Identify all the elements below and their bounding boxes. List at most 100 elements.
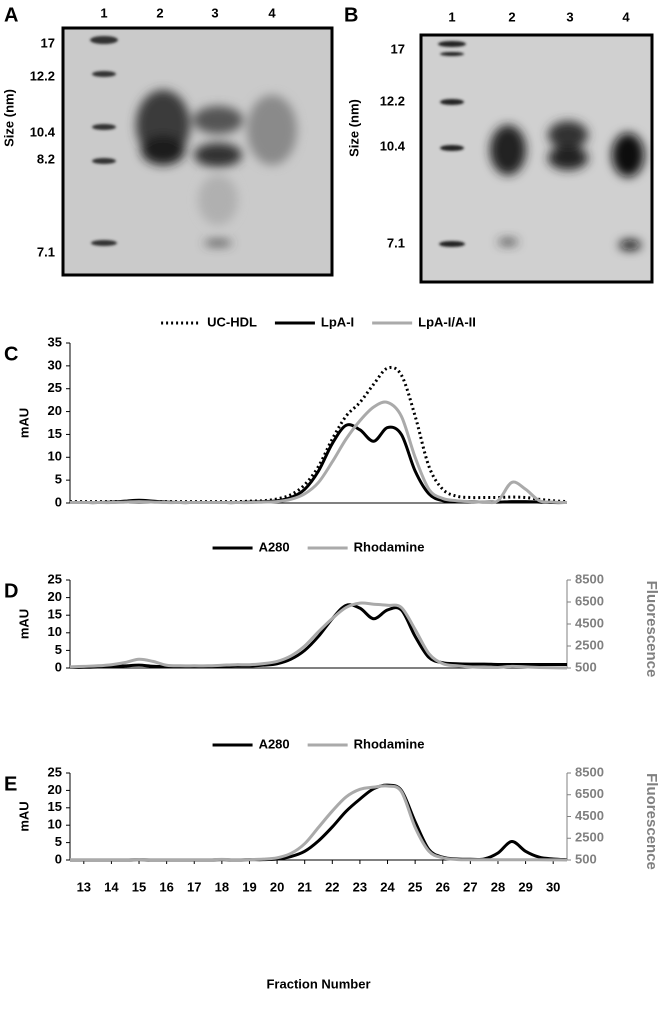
legend-label: A280 xyxy=(259,539,290,554)
x-tick-label: 29 xyxy=(518,879,532,894)
y-tick-label: 5 xyxy=(55,834,62,849)
y-tick-label: 5 xyxy=(55,642,62,657)
legend-label: Rhodamine xyxy=(354,736,425,751)
gel-a: A 1 2 3 4 17 12.2 10.4 8.2 7.1 Size (nm) xyxy=(1,4,334,277)
lane-label: 1 xyxy=(100,5,107,20)
x-tick-label: 24 xyxy=(380,879,395,894)
series-line xyxy=(70,783,568,862)
x-tick-label: 26 xyxy=(436,879,450,894)
series-line xyxy=(69,601,568,670)
x-tick-label: 23 xyxy=(353,879,367,894)
lane-label: 1 xyxy=(448,9,455,24)
x-tick-label: 28 xyxy=(491,879,505,894)
series-line xyxy=(69,603,567,669)
y-tick-label: 0 xyxy=(55,494,62,509)
axis-label: Size (nm) xyxy=(346,99,361,157)
x-tick-label: 15 xyxy=(132,879,146,894)
legend-label: LpA-I xyxy=(321,314,354,329)
legend-label: A280 xyxy=(259,736,290,751)
y-tick-label: 25 xyxy=(48,764,62,779)
x-tick-label: 30 xyxy=(546,879,560,894)
y-tick-label: 20 xyxy=(48,782,62,797)
lane-label: 4 xyxy=(622,9,630,24)
size-label: 7.1 xyxy=(37,244,55,259)
x-tick-label: 18 xyxy=(215,879,229,894)
y-tick-label: 25 xyxy=(48,571,62,586)
lane-label: 2 xyxy=(156,5,163,20)
legend-label: UC-HDL xyxy=(207,314,257,329)
y-tick-label: 15 xyxy=(48,607,62,622)
y2-tick-label: 4500 xyxy=(575,808,604,823)
size-label: 8.2 xyxy=(37,151,55,166)
series-line xyxy=(70,423,568,505)
y-tick-label: 30 xyxy=(48,357,62,372)
y-tick-label: 10 xyxy=(48,624,62,639)
y-tick-label: 20 xyxy=(48,403,62,418)
x-tick-label: 25 xyxy=(408,879,422,894)
x-tick-label: 14 xyxy=(104,879,119,894)
series-line xyxy=(70,400,568,505)
y-tick-label: 15 xyxy=(48,799,62,814)
y-tick-label: 0 xyxy=(55,659,62,674)
y-axis-label: mAU xyxy=(16,801,31,831)
y2-tick-label: 500 xyxy=(575,659,597,674)
size-label: 12.2 xyxy=(380,93,405,108)
gel-b: B 1 2 3 4 17 12.2 10.4 7.1 Size (nm) xyxy=(344,4,654,284)
panel-letter: B xyxy=(344,4,358,26)
y-axis-label: mAU xyxy=(16,408,31,438)
x-tick-label: 16 xyxy=(159,879,173,894)
y2-tick-label: 4500 xyxy=(575,615,604,630)
y-tick-label: 25 xyxy=(48,380,62,395)
y-tick-label: 15 xyxy=(48,426,62,441)
size-label: 17 xyxy=(391,41,405,56)
x-tick-label: 17 xyxy=(187,879,201,894)
y2-tick-label: 6500 xyxy=(575,786,604,801)
y2-tick-label: 8500 xyxy=(575,571,604,586)
ladder xyxy=(90,36,118,246)
legend-label: Rhodamine xyxy=(354,539,425,554)
panel-letter: E xyxy=(4,773,17,795)
lane-label: 2 xyxy=(508,9,515,24)
y2-axis-label: Fluorescence xyxy=(643,581,660,678)
line-chart: C 0 5 10 15 20 25 30 35 mAU UC-HDL LpA-I LpA-I/A-II xyxy=(4,314,568,509)
y-tick-label: 0 xyxy=(55,851,62,866)
ladder xyxy=(438,41,466,247)
line-chart: D 0 5 10 15 20 25 mAU 500 2500 4500 6500 8500 Fluores… xyxy=(4,539,660,677)
lane-label: 3 xyxy=(211,5,218,20)
axis-label: Size (nm) xyxy=(1,89,16,147)
x-tick-label: 22 xyxy=(325,879,339,894)
x-tick-label: 27 xyxy=(463,879,477,894)
y-tick-label: 5 xyxy=(55,472,62,487)
x-tick-label: 13 xyxy=(77,879,91,894)
y-tick-label: 10 xyxy=(48,449,62,464)
legend-label: LpA-I/A-II xyxy=(418,314,476,329)
x-tick-label: 20 xyxy=(270,879,284,894)
gel-bands xyxy=(136,90,297,246)
size-label: 17 xyxy=(41,35,55,50)
series-line xyxy=(70,784,568,862)
x-tick-label: 21 xyxy=(297,879,311,894)
line-chart: E 0 5 10 15 20 25 mAU 500 2500 4500 6500 8500 Fluores… xyxy=(4,736,660,991)
y-axis-label: mAU xyxy=(16,609,31,639)
size-label: 10.4 xyxy=(380,138,406,153)
x-axis-label: Fraction Number xyxy=(266,976,370,991)
series-line xyxy=(70,365,568,504)
gel-bands xyxy=(490,121,644,250)
size-label: 12.2 xyxy=(30,68,55,83)
y2-tick-label: 6500 xyxy=(575,593,604,608)
lane-label: 3 xyxy=(566,9,573,24)
y2-axis-label: Fluorescence xyxy=(643,773,660,870)
x-tick-label: 19 xyxy=(242,879,256,894)
y-tick-label: 10 xyxy=(48,817,62,832)
y2-tick-label: 8500 xyxy=(575,764,604,779)
panel-letter: A xyxy=(4,4,18,26)
y2-tick-label: 500 xyxy=(575,851,597,866)
panel-letter: D xyxy=(4,580,18,602)
y2-tick-label: 2500 xyxy=(575,637,604,652)
y-tick-label: 35 xyxy=(48,334,62,349)
y2-tick-label: 2500 xyxy=(575,830,604,845)
size-label: 10.4 xyxy=(30,124,56,139)
lane-label: 4 xyxy=(268,5,276,20)
